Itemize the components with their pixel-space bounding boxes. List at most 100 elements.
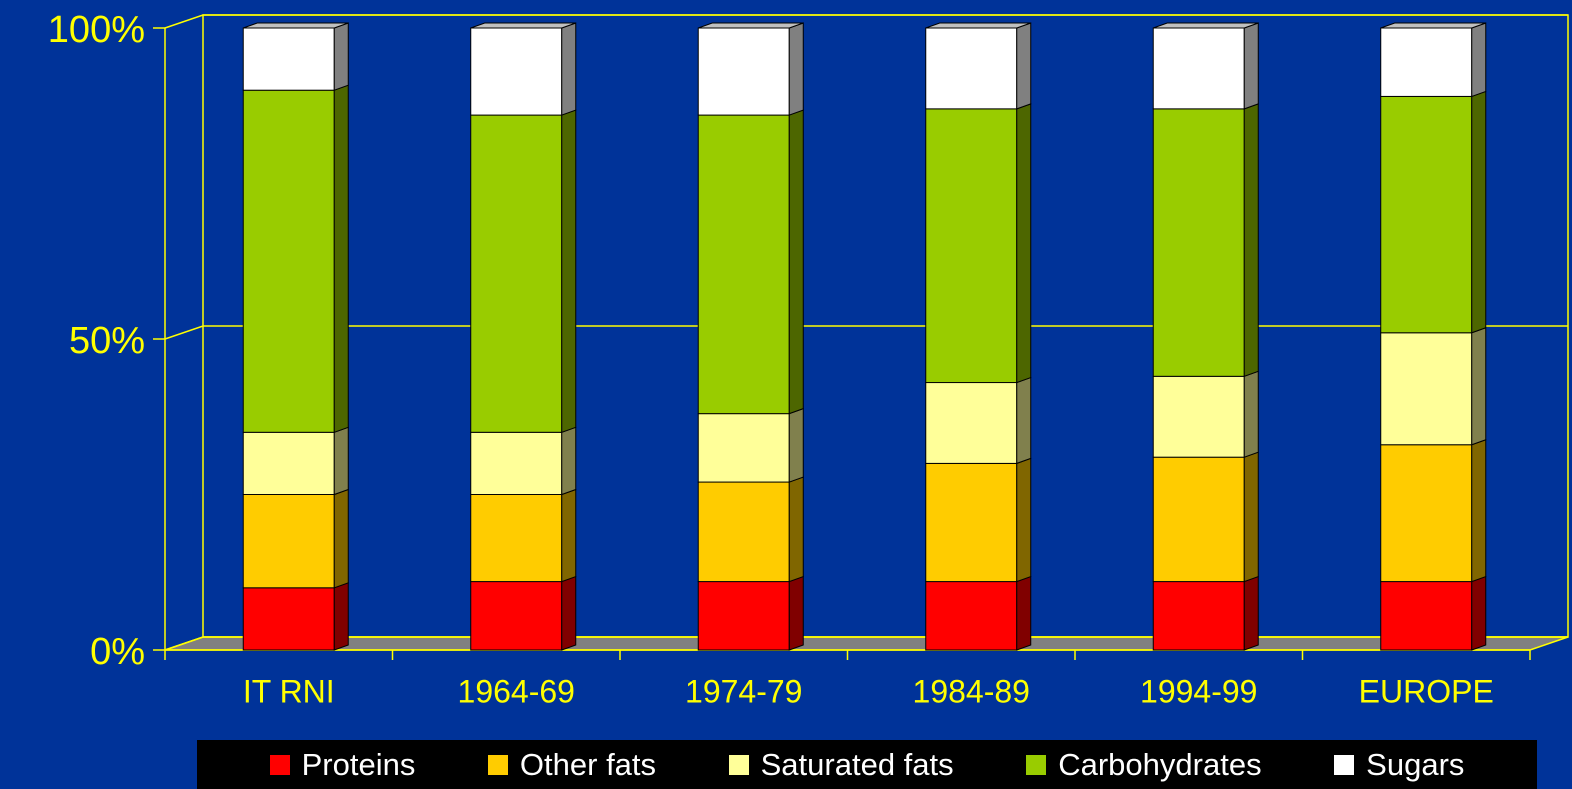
bar-segment — [925, 457, 1032, 583]
bar-side — [1243, 575, 1259, 651]
legend-label: Saturated fats — [760, 746, 954, 782]
bar-side — [1016, 457, 1032, 583]
x-tick-label: 1994-99 — [1140, 673, 1257, 709]
bar-side — [1016, 22, 1032, 110]
bar-front — [242, 89, 335, 433]
bar-top — [698, 22, 804, 29]
bar-front — [242, 431, 335, 495]
bar-side — [561, 575, 577, 651]
bar-front — [1152, 108, 1245, 377]
chart: 0% 50% 100% IT RNI 1964-69 1974-79 1984-89 1994… — [48, 9, 1569, 709]
bar-front — [470, 581, 563, 651]
bar-segment — [697, 575, 804, 651]
y-tick-label: 0% — [90, 631, 145, 673]
bar-front — [925, 581, 1018, 651]
bar-segment — [1380, 90, 1487, 334]
bar-front — [1152, 581, 1245, 651]
bar-segment — [697, 22, 804, 116]
bar-side — [561, 22, 577, 116]
legend-swatch — [1026, 754, 1047, 775]
bar-side — [788, 407, 804, 483]
bar-top — [1153, 22, 1259, 29]
legend-label: Other fats — [519, 746, 657, 782]
legend-item: Carbohydrates — [1026, 746, 1262, 783]
bar-front — [697, 413, 790, 483]
legend-item: Sugars — [1334, 747, 1464, 783]
bar-segment — [470, 109, 577, 434]
bar-front — [1380, 581, 1473, 651]
legend-swatch — [1334, 754, 1355, 775]
bar-side — [1243, 451, 1259, 583]
legend-swatch — [487, 754, 508, 775]
bar-front — [697, 481, 790, 583]
bar-side — [333, 582, 349, 651]
bar-segment — [697, 476, 804, 583]
bar-front — [1380, 444, 1473, 583]
bar-segment — [697, 109, 804, 415]
bar-side — [788, 476, 804, 583]
legend-label: Sugars — [1366, 746, 1465, 782]
bar-segment — [1380, 439, 1487, 583]
bar-front — [697, 581, 790, 651]
bar-segment — [925, 376, 1032, 465]
bar-side — [333, 426, 349, 496]
bar-side — [1243, 22, 1259, 110]
bar-segment — [470, 575, 577, 651]
x-tick-label: EUROPE — [1359, 673, 1494, 709]
bar-segment — [1152, 451, 1259, 583]
bar-segment — [1152, 103, 1259, 378]
bar-side — [1243, 370, 1259, 458]
legend-item: Other fats — [487, 746, 657, 783]
bar-side — [1016, 575, 1032, 651]
grid-line — [164, 636, 1568, 651]
x-tick-label: IT RNI — [243, 673, 335, 709]
bar-segment — [1380, 22, 1487, 98]
bar-segment — [470, 426, 577, 496]
bar-top — [1380, 22, 1486, 29]
y-tick-label: 50% — [69, 320, 145, 362]
bar-side — [1016, 103, 1032, 384]
bar-side — [1016, 376, 1032, 465]
legend-swatch — [728, 754, 749, 775]
bar-segment — [470, 488, 577, 583]
bar-front — [1380, 332, 1473, 446]
bar-side — [561, 426, 577, 496]
legend-item: Saturated fats — [728, 746, 954, 783]
bar-side — [788, 575, 804, 651]
x-tick-label: 1984-89 — [913, 673, 1030, 709]
bar-front — [697, 27, 790, 116]
bar-front — [1152, 375, 1245, 458]
bar-front — [470, 431, 563, 495]
bar-side — [788, 109, 804, 415]
legend-swatch — [269, 754, 290, 775]
bar-side — [561, 488, 577, 583]
bar-segment — [470, 22, 577, 116]
bar-top — [925, 22, 1031, 29]
bar-side — [1471, 439, 1487, 583]
bar-front — [925, 382, 1018, 464]
bar-segment — [242, 426, 349, 496]
grid-line — [164, 325, 1568, 340]
bar-front — [1380, 27, 1473, 97]
bar-side — [1471, 575, 1487, 651]
bar-top — [243, 22, 349, 29]
bar-segment — [1380, 327, 1487, 446]
bar-side — [788, 22, 804, 116]
bar-front — [925, 462, 1018, 583]
bar-front — [470, 494, 563, 583]
floor — [164, 636, 1569, 651]
bar-side — [1243, 103, 1259, 378]
bar-front — [925, 27, 1018, 110]
grid-line — [164, 14, 1568, 29]
bar-side — [1471, 90, 1487, 334]
bar-front — [1152, 456, 1245, 583]
bar-segment — [1152, 22, 1259, 110]
bar-front — [242, 494, 335, 589]
bar-segment — [1380, 575, 1487, 651]
bar-segment — [1152, 575, 1259, 651]
bar-segment — [242, 22, 349, 91]
legend-label: Carbohydrates — [1058, 746, 1262, 782]
bar-side — [1471, 327, 1487, 446]
bar-segment — [925, 103, 1032, 384]
